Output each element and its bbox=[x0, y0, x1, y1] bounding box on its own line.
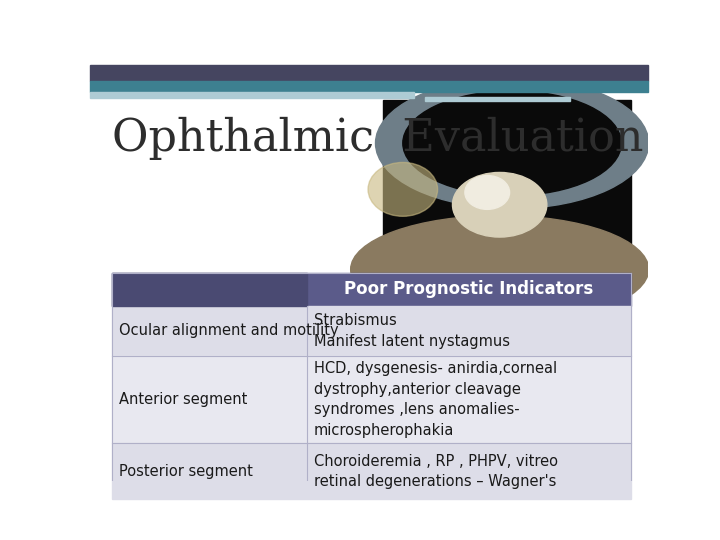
Bar bbox=[112, 356, 631, 443]
Ellipse shape bbox=[368, 163, 438, 217]
Bar bbox=[112, 443, 631, 500]
Ellipse shape bbox=[376, 78, 649, 208]
Text: Ocular alignment and motility: Ocular alignment and motility bbox=[119, 323, 338, 339]
Ellipse shape bbox=[465, 176, 510, 210]
Ellipse shape bbox=[402, 91, 621, 195]
Bar bbox=[112, 273, 631, 306]
Text: Poor Prognostic Indicators: Poor Prognostic Indicators bbox=[344, 280, 594, 298]
Text: Choroideremia , RP , PHPV, vitreo
retinal degenerations – Wagner's: Choroideremia , RP , PHPV, vitreo retina… bbox=[314, 454, 557, 489]
Bar bbox=[90, 92, 413, 98]
Text: HCD, dysgenesis- anirdia,corneal
dystrophy,anterior cleavage
syndromes ,lens ano: HCD, dysgenesis- anirdia,corneal dystrop… bbox=[314, 361, 557, 437]
Bar bbox=[383, 100, 631, 254]
Text: Posterior segment: Posterior segment bbox=[119, 464, 253, 479]
Bar bbox=[90, 80, 648, 92]
Ellipse shape bbox=[452, 172, 546, 237]
Text: Strabismus
Manifest latent nystagmus: Strabismus Manifest latent nystagmus bbox=[314, 313, 510, 349]
Text: Anterior segment: Anterior segment bbox=[119, 392, 248, 407]
Bar bbox=[112, 273, 307, 306]
Ellipse shape bbox=[351, 215, 649, 323]
Bar bbox=[112, 306, 631, 356]
Text: Ophthalmic  Evaluation: Ophthalmic Evaluation bbox=[112, 117, 644, 160]
Bar bbox=[90, 65, 648, 80]
Bar bbox=[425, 97, 570, 102]
